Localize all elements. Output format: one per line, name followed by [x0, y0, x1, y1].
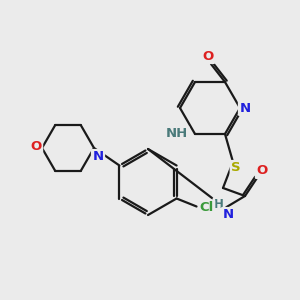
Text: O: O	[202, 50, 214, 62]
Text: N: N	[222, 208, 234, 221]
Text: Cl: Cl	[200, 201, 214, 214]
Text: S: S	[231, 161, 241, 175]
Text: NH: NH	[166, 128, 188, 140]
Text: O: O	[256, 164, 268, 178]
Text: H: H	[214, 199, 224, 212]
Text: N: N	[92, 151, 104, 164]
Text: N: N	[239, 101, 250, 115]
Text: O: O	[30, 140, 42, 152]
